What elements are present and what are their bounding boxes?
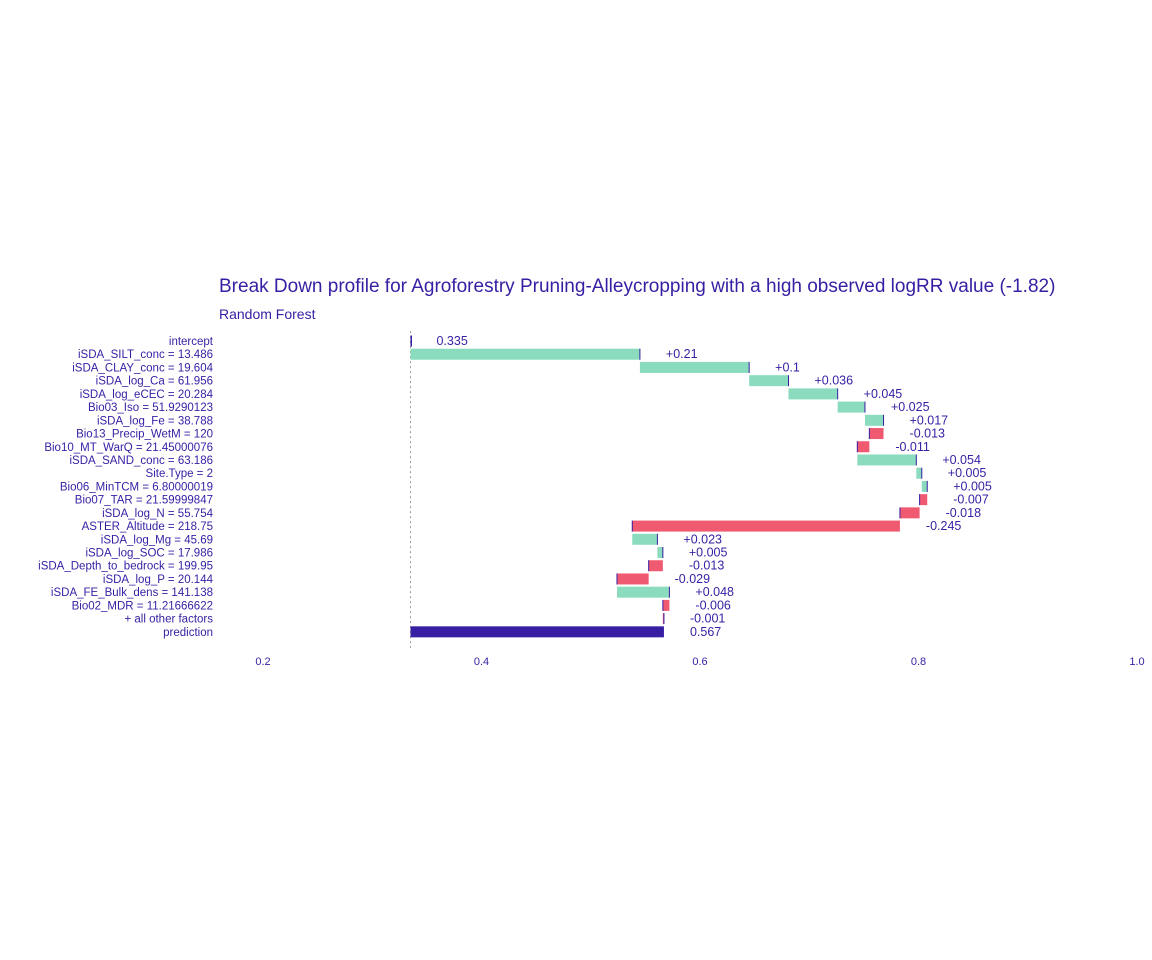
feature-label-isda-log-fe-38-788: iSDA_log_Fe = 38.788: [97, 415, 213, 427]
bar-isda-log-n-55-754: [899, 507, 920, 519]
value-label-isda-log-ca-61-956: +0.036: [814, 374, 853, 388]
feature-label-isda-log-p-20-144: iSDA_log_P = 20.144: [103, 574, 214, 586]
x-tick-label: 0.4: [474, 656, 489, 668]
bar-intercept: [410, 335, 412, 347]
value-label-isda-silt-conc-13-486: +0.21: [666, 347, 698, 361]
x-tick-label: 1.0: [1129, 656, 1144, 668]
value-label-bio13-precip-wetm-120: -0.013: [910, 427, 945, 441]
bar-isda-silt-conc-13-486: [410, 348, 640, 360]
feature-label-isda-clay-conc-19-604: iSDA_CLAY_conc = 19.604: [72, 362, 213, 374]
bar-isda-log-ecec-20-284: [788, 388, 838, 400]
x-tick-label: 0.8: [911, 656, 926, 668]
bar-bio07-tar-21-59999847: [919, 494, 928, 506]
bar-bio06-mintcm-6-80000019: [921, 480, 928, 492]
feature-label-bio03-iso-51-9290123: Bio03_Iso = 51.9290123: [88, 402, 213, 414]
feature-label-bio07-tar-21-59999847: Bio07_TAR = 21.59999847: [75, 495, 213, 507]
value-label-isda-log-mg-45-69: +0.023: [683, 532, 722, 546]
value-label-isda-log-fe-38-788: +0.017: [910, 413, 949, 427]
value-label-aster-altitude-218-75: -0.245: [926, 519, 961, 533]
x-axis: 0.2 0.4 0.6 0.8 1.0: [255, 656, 1144, 668]
value-label-isda-log-soc-17-986: +0.005: [689, 546, 728, 560]
value-labels: 0.335+0.21+0.1+0.036+0.045+0.025+0.017-0…: [436, 334, 991, 639]
bar-bio10-mt-warq-21-45000076: [857, 441, 870, 453]
chart-title: Break Down profile for Agroforestry Prun…: [219, 276, 1055, 297]
feature-label-isda-sand-conc-63-186: iSDA_SAND_conc = 63.186: [69, 455, 213, 467]
bar-isda-log-soc-17-986: [657, 547, 663, 559]
feature-label-bio10-mt-warq-21-45000076: Bio10_MT_WarQ = 21.45000076: [44, 442, 213, 454]
value-label-isda-log-n-55-754: -0.018: [946, 506, 981, 520]
bars-layer: [410, 335, 928, 638]
feature-label-isda-log-mg-45-69: iSDA_log_Mg = 45.69: [101, 534, 213, 546]
feature-label-isda-log-ecec-20-284: iSDA_log_eCEC = 20.284: [80, 389, 214, 401]
value-label-all-other-factors: -0.001: [690, 612, 725, 626]
feature-label-isda-silt-conc-13-486: iSDA_SILT_conc = 13.486: [78, 349, 213, 361]
value-label-bio02-mdr-11-21666622: -0.006: [695, 598, 730, 612]
bar-bio02-mdr-11-21666622: [662, 599, 670, 611]
value-label-intercept: 0.335: [436, 334, 467, 348]
bar-aster-altitude-218-75: [632, 520, 900, 532]
feature-label-isda-log-n-55-754: iSDA_log_N = 55.754: [102, 508, 214, 520]
bar-isda-fe-bulk-dens-141-138: [616, 586, 670, 598]
bar-site-type-2: [916, 467, 922, 479]
value-label-bio10-mt-warq-21-45000076: -0.011: [895, 440, 930, 454]
bar-bio03-iso-51-9290123: [837, 401, 865, 413]
feature-label-intercept: intercept: [169, 336, 214, 348]
value-label-prediction: 0.567: [690, 625, 721, 639]
bar-isda-clay-conc-19-604: [639, 361, 750, 373]
value-label-site-type-2: +0.005: [948, 466, 987, 480]
feature-label-aster-altitude-218-75: ASTER_Altitude = 218.75: [82, 521, 213, 533]
bar-isda-log-fe-38-788: [864, 414, 884, 426]
bar-isda-log-p-20-144: [616, 573, 649, 585]
value-label-isda-clay-conc-19-604: +0.1: [775, 360, 800, 374]
value-label-bio03-iso-51-9290123: +0.025: [891, 400, 930, 414]
bar-prediction: [410, 626, 664, 638]
value-label-isda-depth-to-bedrock-199-95: -0.013: [689, 559, 724, 573]
bar-isda-log-ca-61-956: [749, 375, 789, 387]
feature-label-all-other-factors: + all other factors: [124, 614, 213, 626]
value-label-isda-log-ecec-20-284: +0.045: [864, 387, 903, 401]
feature-label-site-type-2: Site.Type = 2: [146, 468, 213, 480]
chart-subtitle: Random Forest: [219, 306, 316, 322]
bar-isda-sand-conc-63-186: [857, 454, 917, 466]
value-label-bio07-tar-21-59999847: -0.007: [953, 493, 988, 507]
feature-label-isda-log-soc-17-986: iSDA_log_SOC = 17.986: [85, 548, 213, 560]
bar-isda-log-mg-45-69: [632, 533, 658, 545]
feature-label-bio13-precip-wetm-120: Bio13_Precip_WetM = 120: [76, 429, 213, 441]
x-tick-label: 0.2: [255, 656, 270, 668]
feature-label-isda-fe-bulk-dens-141-138: iSDA_FE_Bulk_dens = 141.138: [51, 587, 213, 599]
value-label-isda-sand-conc-63-186: +0.054: [942, 453, 981, 467]
feature-label-bio06-mintcm-6-80000019: Bio06_MinTCM = 6.80000019: [60, 481, 213, 493]
bar-isda-depth-to-bedrock-199-95: [648, 560, 663, 572]
feature-label-prediction: prediction: [163, 627, 213, 639]
value-label-isda-log-p-20-144: -0.029: [675, 572, 710, 586]
feature-label-isda-depth-to-bedrock-199-95: iSDA_Depth_to_bedrock = 199.95: [38, 561, 213, 573]
value-label-bio06-mintcm-6-80000019: +0.005: [953, 479, 992, 493]
x-tick-label: 0.6: [692, 656, 707, 668]
value-label-isda-fe-bulk-dens-141-138: +0.048: [695, 585, 734, 599]
bar-bio13-precip-wetm-120: [869, 428, 884, 440]
feature-label-isda-log-ca-61-956: iSDA_log_Ca = 61.956: [96, 376, 213, 388]
feature-label-bio02-mdr-11-21666622: Bio02_MDR = 11.21666622: [72, 600, 213, 612]
